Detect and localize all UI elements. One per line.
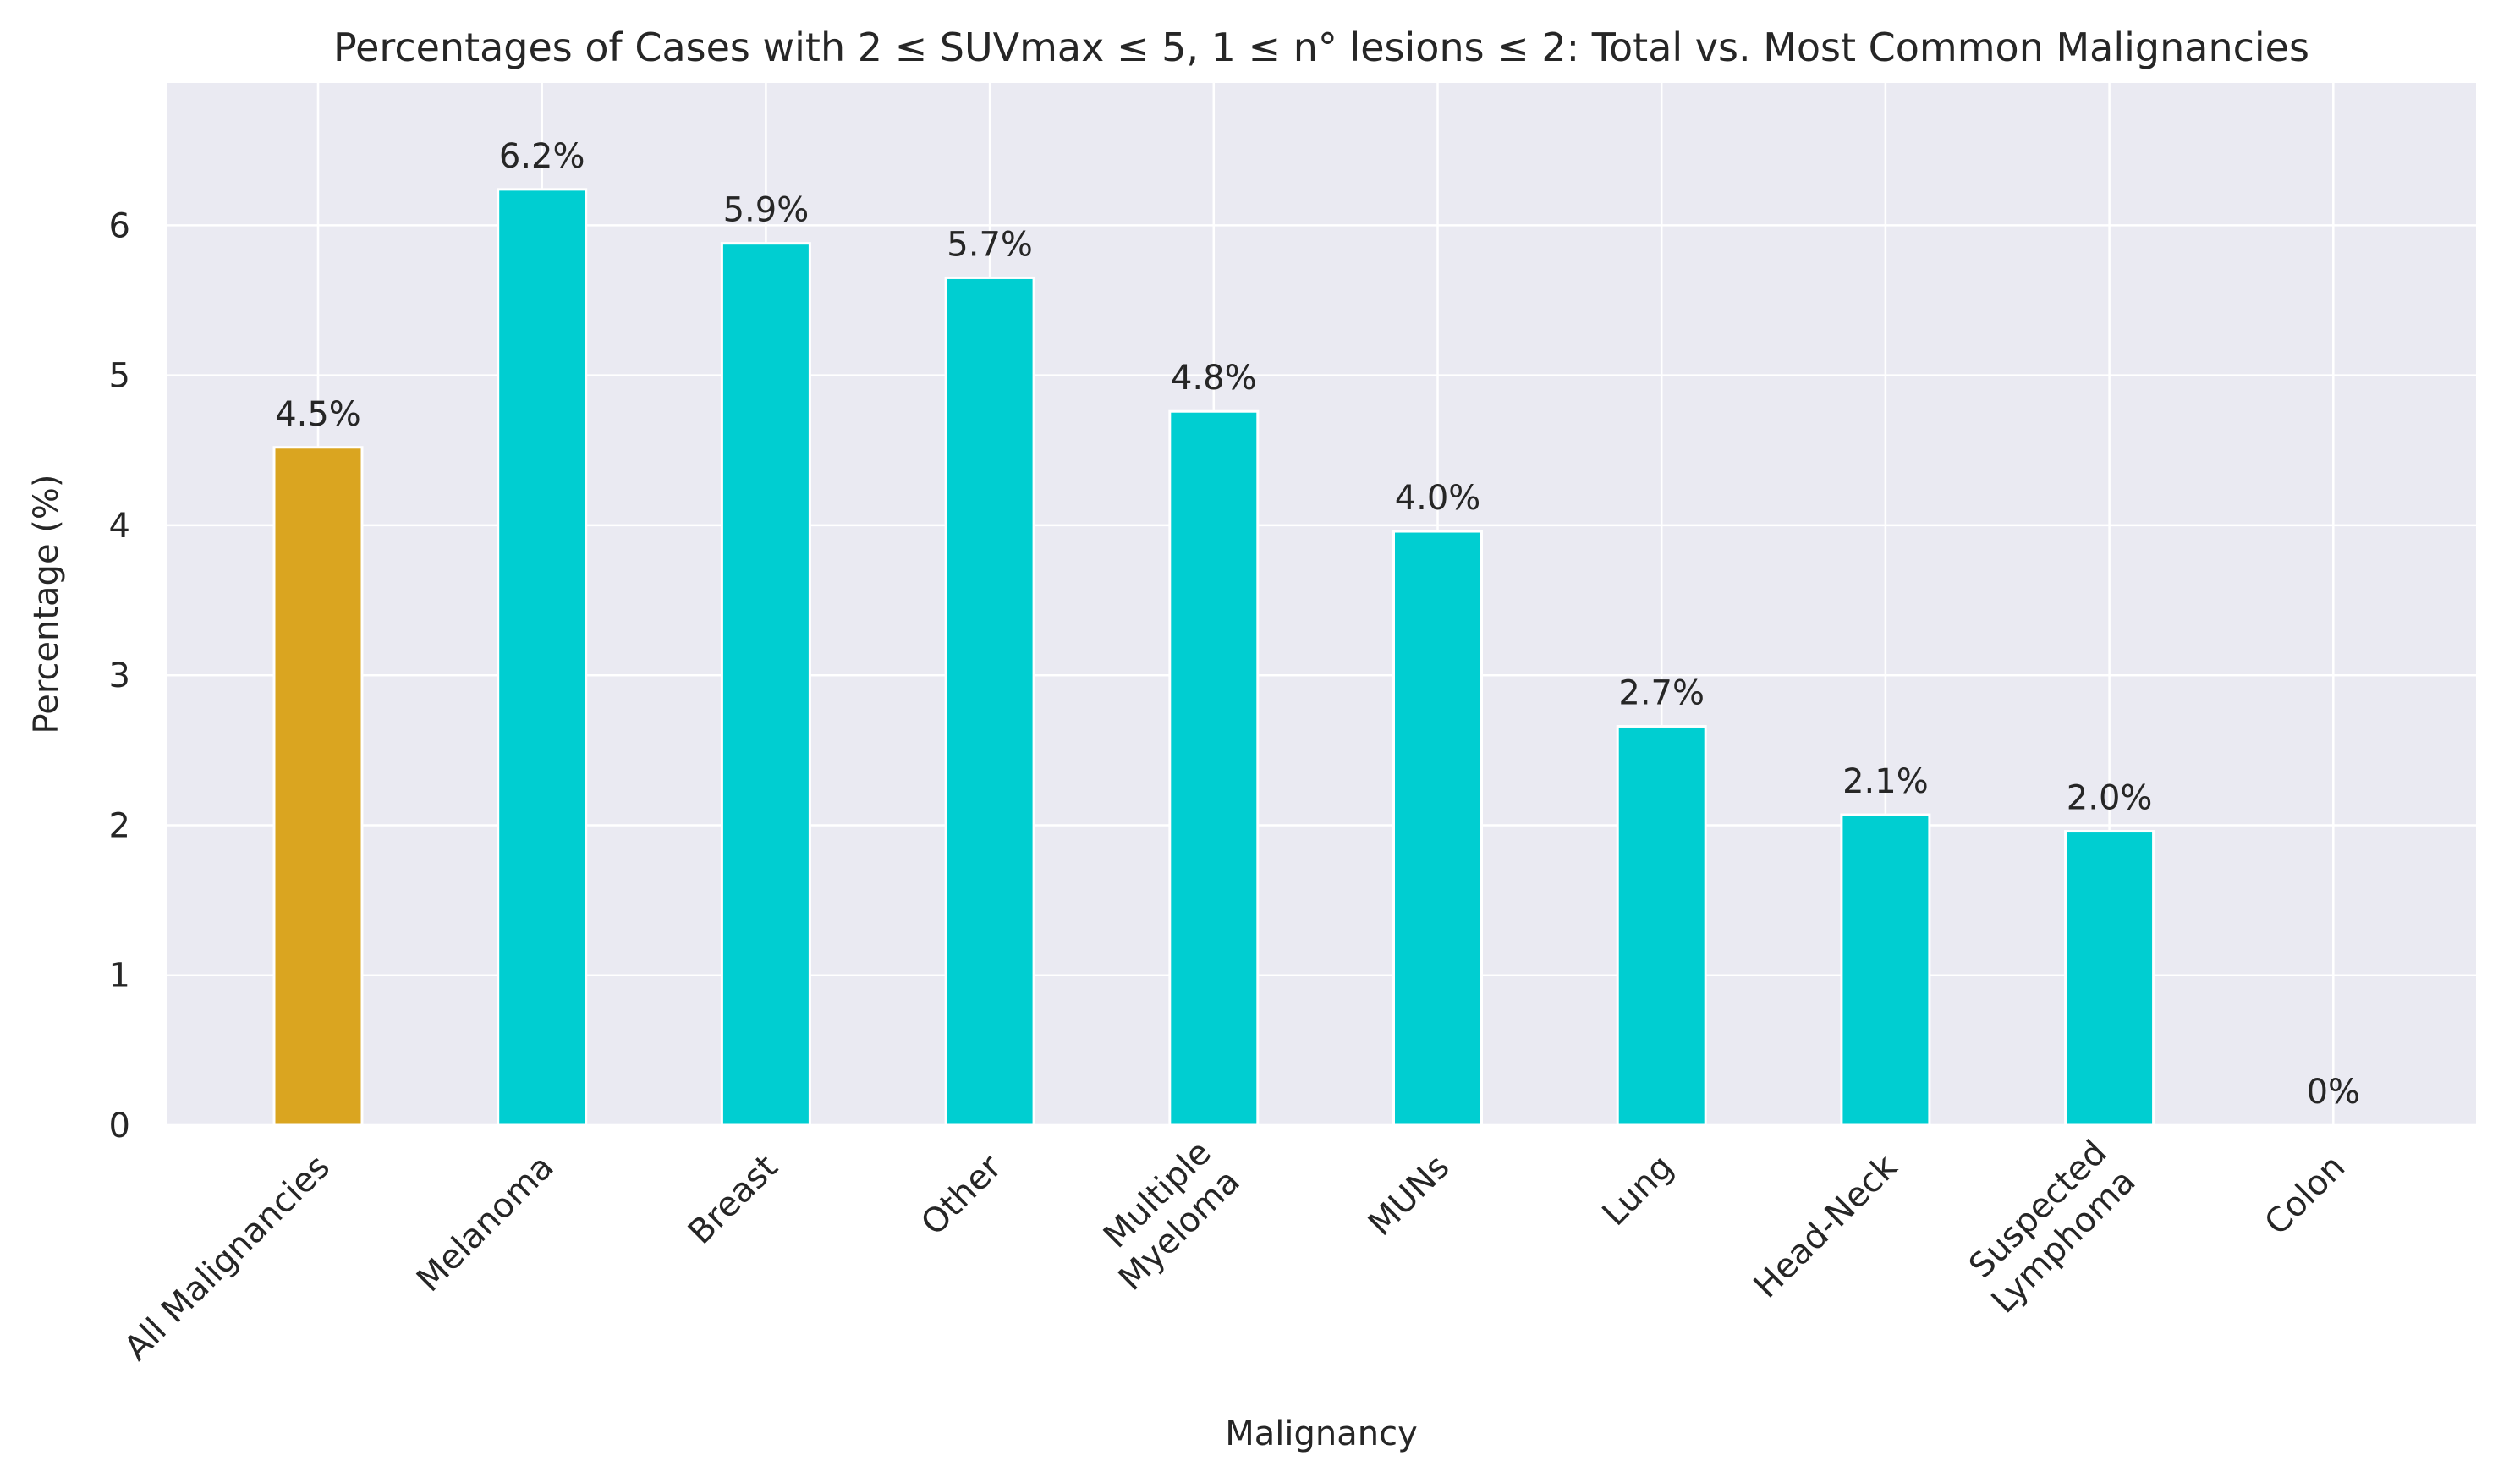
data-label: 4.0%	[1395, 479, 1481, 518]
x-tick-label: Melanoma	[409, 1147, 562, 1299]
data-label: 2.1%	[1842, 762, 1929, 801]
x-tick-label: Breast	[681, 1147, 786, 1252]
data-label: 2.7%	[1618, 673, 1705, 712]
bar	[1168, 409, 1260, 1127]
chart-title: Percentages of Cases with 2 ≤ SUVmax ≤ 5…	[333, 25, 2309, 70]
x-tick-label-line: Lung	[1595, 1147, 1682, 1233]
x-tick-label: MultipleMyeloma	[1083, 1133, 1248, 1298]
x-tick-label: Lung	[1595, 1147, 1682, 1233]
x-tick-label: SuspectedLymphoma	[1956, 1133, 2144, 1321]
y-tick-label: 4	[109, 507, 130, 546]
x-tick-label-line: Melanoma	[409, 1147, 562, 1299]
x-tick-label-line: Head-Neck	[1747, 1147, 1906, 1306]
bar	[1616, 724, 1707, 1127]
bar	[944, 276, 1035, 1127]
data-label: 6.2%	[499, 137, 585, 176]
y-tick-label: 6	[109, 206, 130, 245]
y-axis-ticks: 0 1 2 3 4 5 6	[109, 206, 130, 1145]
y-tick-label: 0	[109, 1107, 130, 1145]
y-tick-label: 1	[109, 957, 130, 996]
data-label: 4.5%	[275, 395, 361, 434]
data-label: 2.0%	[2067, 779, 2153, 818]
bar	[720, 242, 811, 1127]
x-tick-label-line: Other	[914, 1147, 1009, 1243]
x-tick-label-line: MUNs	[1361, 1147, 1458, 1244]
data-label: 4.8%	[1171, 359, 1257, 398]
bar	[2064, 830, 2155, 1127]
bar	[497, 188, 588, 1127]
y-tick-label: 3	[109, 656, 130, 695]
bar	[1392, 530, 1483, 1127]
y-tick-label: 5	[109, 357, 130, 396]
x-tick-label-line: Colon	[2258, 1147, 2353, 1243]
x-tick-label: All Malignancies	[117, 1147, 338, 1368]
bar	[1840, 813, 1931, 1127]
data-labels: 4.5% 6.2% 5.9% 5.7% 4.8% 4.0% 2.7% 2.1% 2.0% 0%	[275, 137, 2360, 1112]
y-axis-label: Percentage (%)	[27, 475, 66, 734]
x-tick-label: Colon	[2258, 1147, 2353, 1243]
x-tick-label: Other	[914, 1147, 1009, 1243]
x-axis-label: Malignancy	[1225, 1414, 1418, 1453]
x-tick-label-line: Breast	[681, 1147, 786, 1252]
data-label: 5.9%	[723, 191, 810, 230]
data-label: 0%	[2307, 1073, 2360, 1112]
y-tick-label: 2	[109, 806, 130, 845]
x-tick-label: MUNs	[1361, 1147, 1458, 1244]
bars	[272, 188, 2155, 1127]
x-axis-ticks: All Malignancies Melanoma Breast Other Multi…	[117, 1133, 2353, 1368]
data-label: 5.7%	[947, 225, 1033, 264]
x-tick-label-line: All Malignancies	[117, 1147, 338, 1368]
bar	[272, 446, 364, 1127]
x-tick-label: Head-Neck	[1747, 1147, 1906, 1306]
